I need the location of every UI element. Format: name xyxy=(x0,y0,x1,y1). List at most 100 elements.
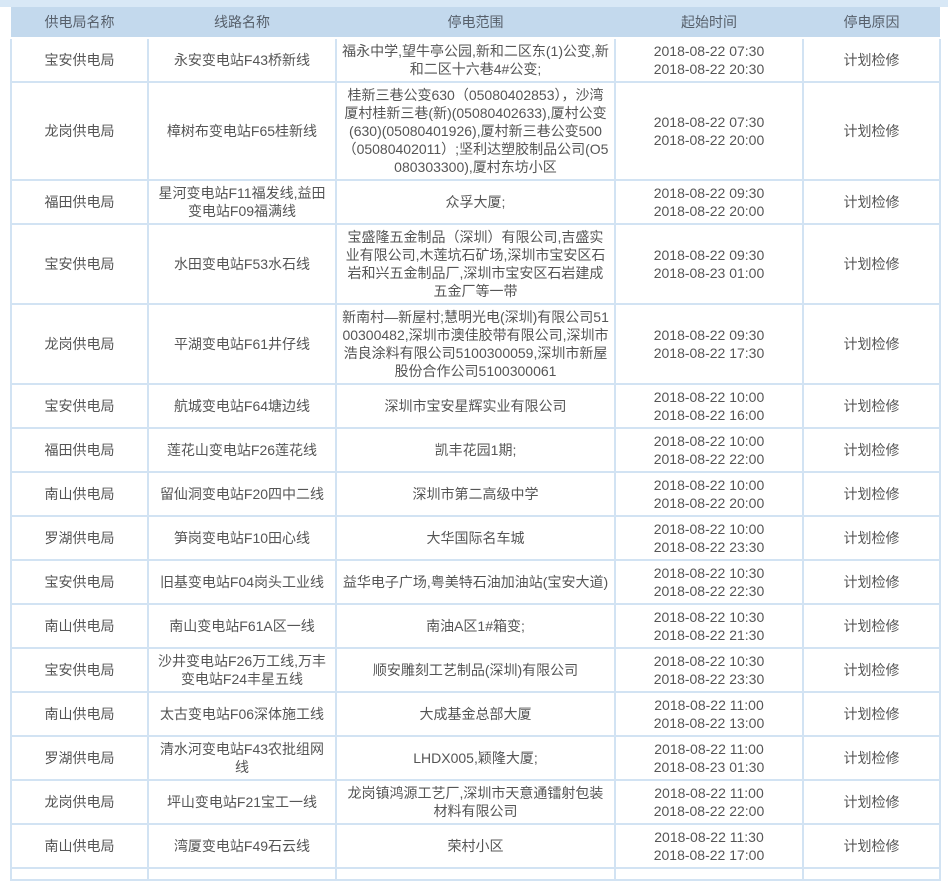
column-header-line: 线路名称 xyxy=(148,7,336,39)
range-cell: 南油A区1#箱变; xyxy=(335,603,616,649)
reason-cell: 计划检修 xyxy=(802,559,941,605)
start-time: 2018-08-22 10:30 xyxy=(653,609,765,625)
end-time: 2018-08-23 01:30 xyxy=(653,759,765,775)
reason-cell: 计划检修 xyxy=(802,427,941,473)
time-cell: 2018-08-22 10:30 2018-08-22 22:30 xyxy=(614,559,804,605)
table-row: 宝安供电局 水田变电站F53水石线 宝盛隆五金制品（深圳）有限公司,吉盛实业有限… xyxy=(10,223,941,305)
range-cell: 福永中学,望牛亭公园,新和二区东(1)公变,新和二区十六巷4#公变; xyxy=(335,37,616,83)
table-row: 南山供电局 湾厦变电站F49石云线 荣村小区 2018-08-22 11:30 … xyxy=(10,823,941,869)
range-cell: 宝盛隆五金制品（深圳）有限公司,吉盛实业有限公司,木莲坑石矿场,深圳市宝安区石岩… xyxy=(335,223,616,305)
range-cell: 新南村—新屋村;慧明光电(深圳)有限公司5100300482,深圳市澳佳胶带有限… xyxy=(335,303,616,385)
range-cell: 益华电子广场,粤美特石油加油站(宝安大道) xyxy=(335,559,616,605)
time-cell: 2018-08-22 10:30 2018-08-22 23:30 xyxy=(614,647,804,693)
bureau-cell: 龙岗供电局 xyxy=(10,81,149,181)
line-cell: 湾厦变电站F49石云线 xyxy=(147,823,337,869)
start-time: 2018-08-22 10:30 xyxy=(653,653,765,669)
table-row: 福田供电局 莲花山变电站F26莲花线 凯丰花园1期; 2018-08-22 10… xyxy=(10,427,941,473)
end-time: 2018-08-22 16:00 xyxy=(653,407,765,423)
start-time: 2018-08-22 10:00 xyxy=(653,433,765,449)
bureau-cell: 宝安供电局 xyxy=(10,383,149,429)
bureau-cell: 罗湖供电局 xyxy=(10,735,149,781)
range-cell: 顺安雕刻工艺制品(深圳)有限公司 xyxy=(335,647,616,693)
table-row: 罗湖供电局 清水河变电站F43农批组网线 LHDX005,颖隆大厦; 2018-… xyxy=(10,735,941,781)
time-cell: 2018-08-22 10:00 2018-08-22 23:30 xyxy=(614,515,804,561)
table-row-partial xyxy=(10,867,941,881)
reason-cell: 计划检修 xyxy=(802,223,941,305)
table-row: 南山供电局 南山变电站F61A区一线 南油A区1#箱变; 2018-08-22 … xyxy=(10,603,941,649)
start-time: 2018-08-22 10:00 xyxy=(653,477,765,493)
time-cell: 2018-08-22 10:00 2018-08-22 20:00 xyxy=(614,471,804,517)
table-row: 南山供电局 太古变电站F06深体施工线 大成基金总部大厦 2018-08-22 … xyxy=(10,691,941,737)
time-cell xyxy=(614,867,804,881)
end-time: 2018-08-22 20:00 xyxy=(653,132,765,148)
range-cell: 深圳市第二高级中学 xyxy=(335,471,616,517)
bureau-cell: 龙岗供电局 xyxy=(10,303,149,385)
start-time: 2018-08-22 10:30 xyxy=(653,565,765,581)
line-cell: 太古变电站F06深体施工线 xyxy=(147,691,337,737)
range-cell: 荣村小区 xyxy=(335,823,616,869)
start-time: 2018-08-22 09:30 xyxy=(653,327,765,343)
line-cell: 沙井变电站F26万工线,万丰变电站F24丰星五线 xyxy=(147,647,337,693)
line-cell: 留仙洞变电站F20四中二线 xyxy=(147,471,337,517)
bureau-cell: 南山供电局 xyxy=(10,691,149,737)
reason-cell: 计划检修 xyxy=(802,179,941,225)
line-cell: 永安变电站F43桥新线 xyxy=(147,37,337,83)
time-cell: 2018-08-22 09:30 2018-08-22 20:00 xyxy=(614,179,804,225)
reason-cell: 计划检修 xyxy=(802,303,941,385)
column-header-range: 停电范围 xyxy=(336,7,615,39)
line-cell: 航城变电站F64塘边线 xyxy=(147,383,337,429)
bureau-cell: 宝安供电局 xyxy=(10,647,149,693)
reason-cell xyxy=(802,867,941,881)
bureau-cell: 宝安供电局 xyxy=(10,559,149,605)
range-cell: 大成基金总部大厦 xyxy=(335,691,616,737)
end-time: 2018-08-22 20:00 xyxy=(653,203,765,219)
range-cell: 众孚大厦; xyxy=(335,179,616,225)
time-cell: 2018-08-22 09:30 2018-08-22 17:30 xyxy=(614,303,804,385)
table-row: 南山供电局 留仙洞变电站F20四中二线 深圳市第二高级中学 2018-08-22… xyxy=(10,471,941,517)
start-time: 2018-08-22 10:00 xyxy=(653,521,765,537)
time-cell: 2018-08-22 11:30 2018-08-22 17:00 xyxy=(614,823,804,869)
table-row: 福田供电局 星河变电站F11福发线,益田变电站F09福满线 众孚大厦; 2018… xyxy=(10,179,941,225)
power-outage-table: 供电局名称 线路名称 停电范围 起始时间 停电原因 宝安供电局 永安变电站F43… xyxy=(10,7,941,881)
table-body: 宝安供电局 永安变电站F43桥新线 福永中学,望牛亭公园,新和二区东(1)公变,… xyxy=(10,37,941,881)
start-time: 2018-08-22 11:00 xyxy=(654,697,764,713)
line-cell: 樟树布变电站F65桂新线 xyxy=(147,81,337,181)
top-strip xyxy=(0,0,948,7)
time-cell: 2018-08-22 10:00 2018-08-22 16:00 xyxy=(614,383,804,429)
range-cell: 凯丰花园1期; xyxy=(335,427,616,473)
table-row: 龙岗供电局 坪山变电站F21宝工一线 龙岗镇鸿源工艺厂,深圳市天意通镭射包装材料… xyxy=(10,779,941,825)
end-time: 2018-08-22 23:30 xyxy=(653,671,765,687)
line-cell: 坪山变电站F21宝工一线 xyxy=(147,779,337,825)
bureau-cell: 罗湖供电局 xyxy=(10,515,149,561)
reason-cell: 计划检修 xyxy=(802,647,941,693)
bureau-cell xyxy=(10,867,149,881)
table-row: 龙岗供电局 樟树布变电站F65桂新线 桂新三巷公变630（05080402853… xyxy=(10,81,941,181)
line-cell: 南山变电站F61A区一线 xyxy=(147,603,337,649)
end-time: 2018-08-22 21:30 xyxy=(653,627,765,643)
bureau-cell: 宝安供电局 xyxy=(10,223,149,305)
start-time: 2018-08-22 07:30 xyxy=(653,43,765,59)
line-cell: 旧基变电站F04岗头工业线 xyxy=(147,559,337,605)
reason-cell: 计划检修 xyxy=(802,515,941,561)
end-time: 2018-08-22 13:00 xyxy=(653,715,765,731)
reason-cell: 计划检修 xyxy=(802,779,941,825)
reason-cell: 计划检修 xyxy=(802,691,941,737)
reason-cell: 计划检修 xyxy=(802,383,941,429)
reason-cell: 计划检修 xyxy=(802,37,941,83)
start-time: 2018-08-22 11:00 xyxy=(654,785,764,801)
range-cell: 深圳市宝安星辉实业有限公司 xyxy=(335,383,616,429)
end-time: 2018-08-22 20:00 xyxy=(653,495,765,511)
bureau-cell: 南山供电局 xyxy=(10,823,149,869)
line-cell: 莲花山变电站F26莲花线 xyxy=(147,427,337,473)
start-time: 2018-08-22 11:00 xyxy=(654,741,764,757)
line-cell: 星河变电站F11福发线,益田变电站F09福满线 xyxy=(147,179,337,225)
end-time: 2018-08-22 22:00 xyxy=(653,803,765,819)
range-cell xyxy=(335,867,616,881)
column-header-start-time: 起始时间 xyxy=(615,7,803,39)
bureau-cell: 南山供电局 xyxy=(10,603,149,649)
bureau-cell: 龙岗供电局 xyxy=(10,779,149,825)
end-time: 2018-08-22 22:30 xyxy=(653,583,765,599)
column-header-reason: 停电原因 xyxy=(803,7,940,39)
bureau-cell: 南山供电局 xyxy=(10,471,149,517)
table-row: 宝安供电局 永安变电站F43桥新线 福永中学,望牛亭公园,新和二区东(1)公变,… xyxy=(10,37,941,83)
